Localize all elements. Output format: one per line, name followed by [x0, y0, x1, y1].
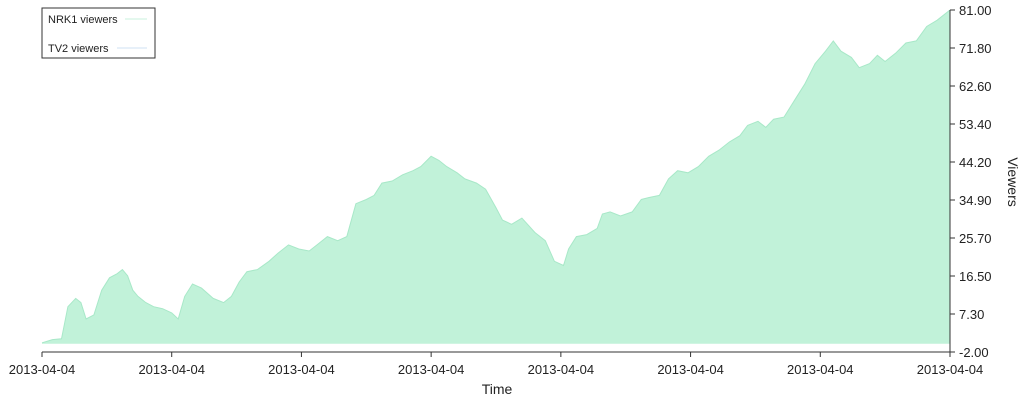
x-tick-label: 2013-04-04: [268, 362, 335, 377]
series-area-0: [42, 10, 950, 344]
y-tick-label: 7.30: [959, 307, 984, 322]
series-line-0: [41, 9, 951, 344]
legend-box: [41, 7, 156, 59]
x-tick-label: 2013-04-04: [917, 362, 984, 377]
legend-entry-label: NRK1 viewers: [48, 14, 118, 26]
axes-layer: 2013-04-04 2013-04-04 2013-04-04 2013-04-04…: [9, 3, 992, 377]
y-tick-label: 62.60: [959, 79, 992, 94]
y-tick-label: 44.20: [959, 155, 992, 170]
x-tick-label: 2013-04-04: [138, 362, 205, 377]
y-tick-label: 71.80: [959, 41, 992, 56]
y-axis-title: Viewers: [1005, 157, 1021, 207]
y-tick-label: 81.00: [959, 3, 992, 18]
y-tick-label: 53.40: [959, 117, 992, 132]
y-tick-label: 16.50: [959, 269, 992, 284]
y-tick-label: -2.00: [959, 345, 989, 360]
legend-entry-label: TV2 viewers: [48, 43, 109, 55]
x-tick-label: 2013-04-04: [657, 362, 724, 377]
y-tick-label: 25.70: [959, 231, 992, 246]
x-tick-label: 2013-04-04: [398, 362, 465, 377]
legend[interactable]: NRK1 viewers TV2 viewers: [41, 7, 156, 59]
x-tick-label: 2013-04-04: [787, 362, 854, 377]
x-tick-label: 2013-04-04: [9, 362, 76, 377]
x-tick-label: 2013-04-04: [528, 362, 595, 377]
y-tick-label: 34.90: [959, 193, 992, 208]
x-axis-title: Time: [482, 381, 513, 397]
area-layer: [41, 9, 951, 344]
